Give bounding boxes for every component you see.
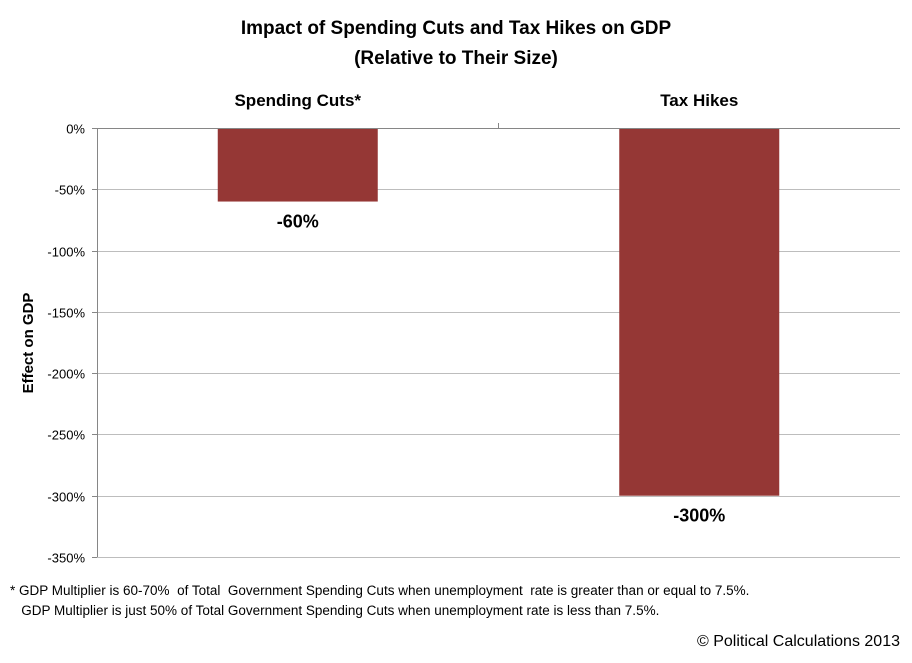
y-tick-label: -350%	[47, 551, 85, 566]
y-tick-label: -150%	[47, 306, 85, 321]
chart-title-line-1: Impact of Spending Cuts and Tax Hikes on…	[241, 18, 672, 39]
data-label: -300%	[673, 506, 725, 526]
category-label: Tax Hikes	[660, 91, 738, 110]
footnote-line-1: * GDP Multiplier is 60-70% of Total Gove…	[10, 583, 750, 598]
footnote: * GDP Multiplier is 60-70% of Total Gove…	[10, 581, 749, 621]
chart-title-line-2: (Relative to Their Size)	[354, 48, 558, 69]
y-axis-label: Effect on GDP	[20, 293, 37, 394]
data-label: -60%	[277, 212, 319, 232]
y-tick-label: 0%	[66, 122, 85, 137]
y-tick-label: -50%	[55, 183, 86, 198]
footnote-line-2: GDP Multiplier is just 50% of Total Gove…	[10, 603, 660, 618]
y-tick-label: -100%	[47, 245, 85, 260]
category-label: Spending Cuts*	[234, 91, 361, 110]
y-tick-label: -300%	[47, 490, 85, 505]
y-tick-label: -200%	[47, 367, 85, 382]
bar	[619, 128, 780, 496]
copyright-credit: © Political Calculations 2013	[696, 633, 900, 650]
y-tick-label: -250%	[47, 428, 85, 443]
bar	[217, 128, 378, 202]
